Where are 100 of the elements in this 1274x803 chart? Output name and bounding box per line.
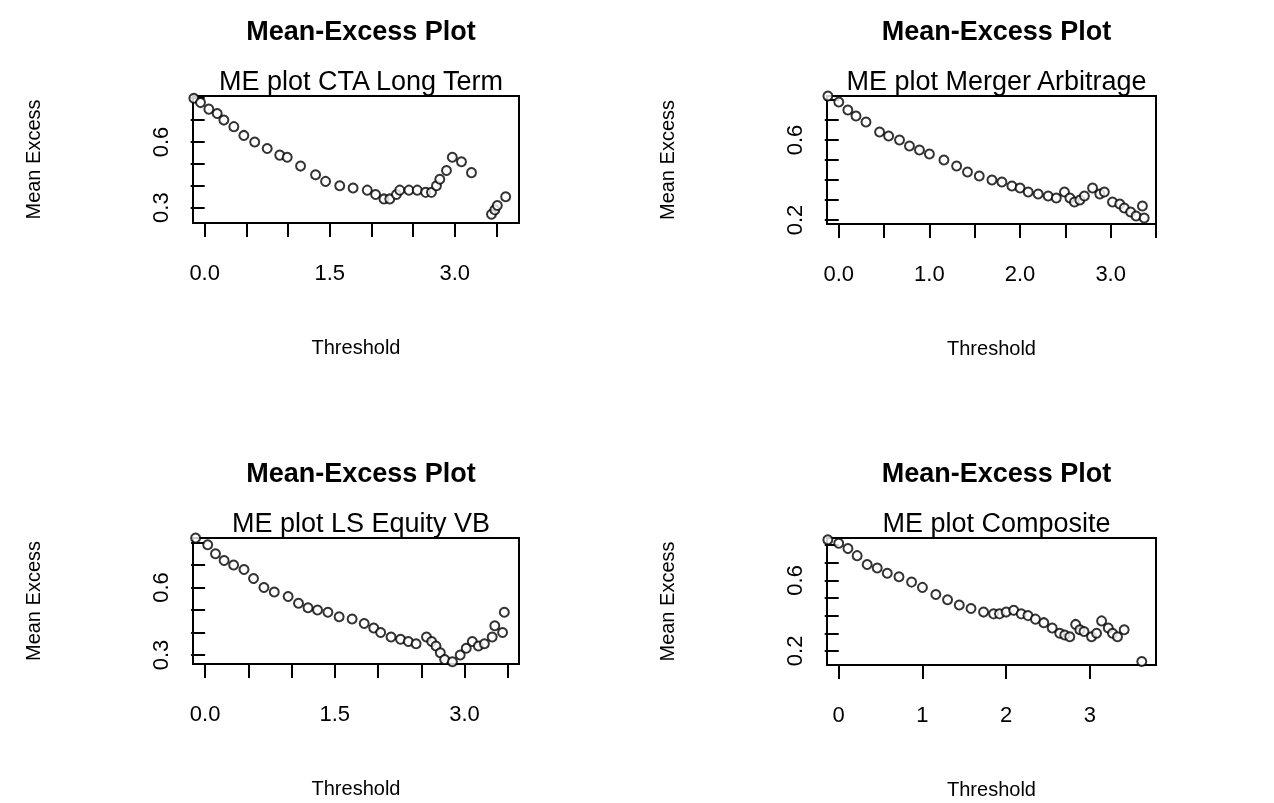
chart-subtitle: ME plot LS Equity VB <box>231 507 491 538</box>
point <box>322 606 334 618</box>
x-tick-label: 0.0 <box>189 259 220 285</box>
point <box>986 174 998 186</box>
x-axis-title: Threshold <box>311 336 401 358</box>
point <box>973 170 985 182</box>
point <box>455 156 467 168</box>
chart-title: Mean-Excess Plot <box>881 457 1112 488</box>
point <box>346 613 358 625</box>
point <box>1064 631 1076 643</box>
point <box>375 627 387 638</box>
point <box>347 182 359 194</box>
point <box>209 548 221 560</box>
point <box>1014 182 1026 194</box>
point <box>1032 188 1044 200</box>
point <box>489 620 501 632</box>
x-tick-label: 1.5 <box>314 259 346 285</box>
x-tick-label: 0.0 <box>189 700 221 726</box>
point <box>385 631 397 643</box>
point <box>334 180 346 192</box>
x-axis-title: Threshold <box>947 778 1036 800</box>
point <box>218 555 230 566</box>
point <box>498 606 510 618</box>
point <box>211 108 223 120</box>
point <box>903 140 915 152</box>
point <box>410 638 422 650</box>
point <box>1098 186 1110 198</box>
point <box>1136 655 1148 667</box>
point <box>1078 625 1090 637</box>
x-tick-label: 0 <box>832 701 845 727</box>
y-tick-label: 0.6 <box>147 126 173 158</box>
point <box>883 130 895 142</box>
point <box>1022 186 1034 198</box>
point <box>310 169 322 181</box>
point <box>302 602 314 614</box>
point <box>871 562 883 574</box>
point <box>491 199 503 211</box>
point <box>951 160 963 172</box>
point <box>282 591 294 602</box>
point <box>465 167 477 179</box>
point <box>842 543 854 555</box>
point <box>312 604 324 616</box>
point <box>1138 212 1150 224</box>
y-tick-label: 0.2 <box>781 204 807 236</box>
point <box>202 539 214 551</box>
point <box>861 558 873 570</box>
point <box>446 656 458 668</box>
point <box>978 606 990 618</box>
chart-subtitle: ME plot CTA Long Term <box>218 65 504 96</box>
point <box>913 144 925 156</box>
y-tick-label: 0.2 <box>781 635 807 667</box>
point <box>923 148 935 160</box>
x-tick-label: 3.0 <box>439 259 471 285</box>
point <box>358 618 370 629</box>
point <box>190 532 202 544</box>
point <box>261 143 273 155</box>
point <box>916 581 928 593</box>
point <box>411 184 423 196</box>
point <box>293 597 304 609</box>
point <box>894 134 906 146</box>
point <box>295 160 307 172</box>
point <box>961 166 973 178</box>
y-axis-title: Mean Excess <box>22 99 44 220</box>
point <box>1118 624 1130 636</box>
point <box>1087 182 1099 194</box>
x-axis-title: Threshold <box>311 777 401 799</box>
chart-title: Mean-Excess Plot <box>881 15 1112 46</box>
point <box>1050 192 1062 204</box>
point <box>268 586 280 598</box>
point <box>874 126 886 138</box>
point <box>478 638 490 650</box>
point <box>454 649 466 661</box>
point <box>1112 631 1123 643</box>
point <box>500 191 512 203</box>
x-axis-title: Threshold <box>947 337 1036 359</box>
point <box>930 588 942 600</box>
point <box>320 175 332 187</box>
point <box>850 110 862 122</box>
point <box>333 611 345 623</box>
point <box>953 599 965 611</box>
chart-title: Mean-Excess Plot <box>246 15 476 46</box>
point <box>440 164 452 176</box>
point <box>195 97 206 109</box>
point <box>938 154 950 166</box>
point <box>258 582 270 593</box>
chart-subtitle: ME plot Merger Arbitrage <box>846 65 1147 96</box>
point <box>497 627 509 638</box>
point <box>833 96 845 108</box>
y-axis-title: Mean Excess <box>22 540 44 662</box>
y-tick-label: 0.3 <box>147 192 173 223</box>
x-tick-label: 1 <box>916 701 929 727</box>
point <box>460 642 472 654</box>
y-axis-title: Mean Excess <box>656 99 678 221</box>
point <box>238 564 250 575</box>
chart-subtitle: ME plot Composite <box>882 507 1111 538</box>
point <box>906 576 918 588</box>
point <box>394 184 406 196</box>
point <box>361 184 373 196</box>
point <box>486 631 498 643</box>
x-tick-label: 2.0 <box>1004 260 1036 286</box>
